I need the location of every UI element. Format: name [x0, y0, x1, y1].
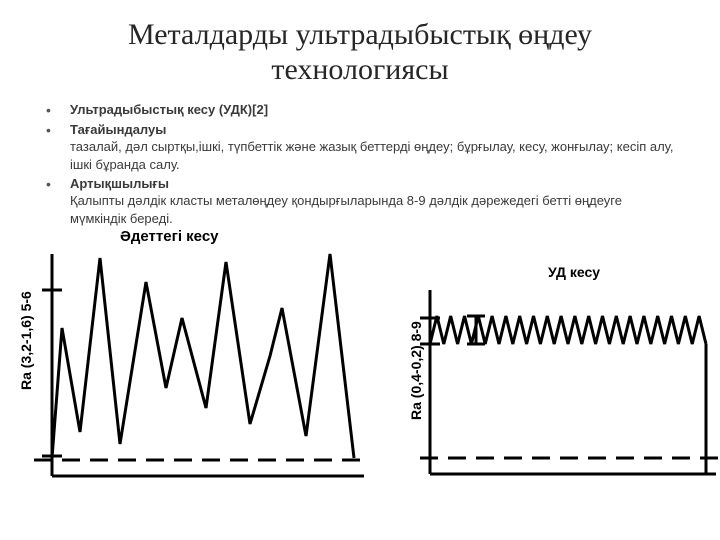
bullet-text: Қалыпты дәлдік класты металөңдеу қондырғ…: [70, 192, 674, 227]
bullet-bold: Артықшылығы: [70, 175, 674, 193]
list-item: • Тағайындалуы тазалай, дәл сыртқы,ішкі,…: [46, 121, 674, 174]
bullet-marker: •: [46, 121, 70, 174]
bullet-list: • Ультрадыбыстық кесу (УДК)[2] • Тағайын…: [0, 101, 720, 227]
bullet-bold: Ультрадыбыстық кесу (УДК)[2]: [70, 102, 268, 117]
chart-right-svg: [420, 288, 720, 494]
charts-area: Әдеттегі кесу УД кесу Ra (3,2-1,6) 5-6 R…: [0, 232, 720, 532]
chart-left-ylabel: Ra (3,2-1,6) 5-6: [18, 291, 34, 390]
chart-left-title: Әдеттегі кесу: [120, 228, 219, 245]
bullet-text: тазалай, дәл сыртқы,ішкі, түпбеттік және…: [70, 138, 674, 173]
bullet-marker: •: [46, 101, 70, 120]
list-item: • Артықшылығы Қалыпты дәлдік класты мета…: [46, 175, 674, 228]
chart-right-title: УД кесу: [548, 264, 600, 280]
page-title: Металдарды ультрадыбыстық өңдеу технолог…: [0, 0, 720, 101]
bullet-bold: Тағайындалуы: [70, 121, 674, 139]
chart-left-svg: [34, 248, 370, 494]
list-item: • Ультрадыбыстық кесу (УДК)[2]: [46, 101, 674, 120]
bullet-marker: •: [46, 175, 70, 228]
